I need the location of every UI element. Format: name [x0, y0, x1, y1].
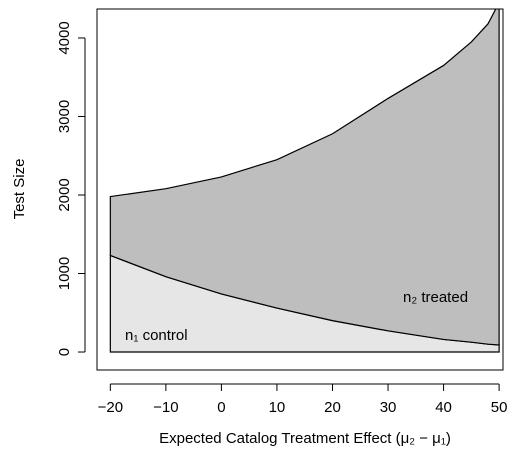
x-tick-label: 40	[435, 399, 452, 416]
y-tick-label: 1000	[56, 257, 73, 290]
area	[109, 9, 500, 346]
x-tick-label: 20	[324, 399, 341, 416]
x-tick-label: 50	[491, 399, 508, 416]
y-axis-label: Test Size	[11, 159, 28, 220]
y-tick-label: 2000	[56, 178, 73, 211]
plot-box	[96, 8, 504, 371]
x-tick-label: 30	[380, 399, 397, 416]
y-tick-label: 0	[56, 348, 73, 356]
x-axis-label: Expected Catalog Treatment Effect (μ₂ − …	[159, 430, 451, 447]
y-tick-label: 4000	[56, 21, 73, 54]
series-label: n₁ control	[125, 327, 188, 344]
plot-area	[109, 9, 500, 353]
x-tick-label: 0	[217, 399, 225, 416]
series-label: n₂ treated	[403, 289, 468, 306]
y-tick-label: 3000	[56, 100, 73, 133]
x-tick-label: 10	[269, 399, 286, 416]
x-tick-label: −10	[153, 399, 178, 416]
x-tick-label: −20	[98, 399, 123, 416]
